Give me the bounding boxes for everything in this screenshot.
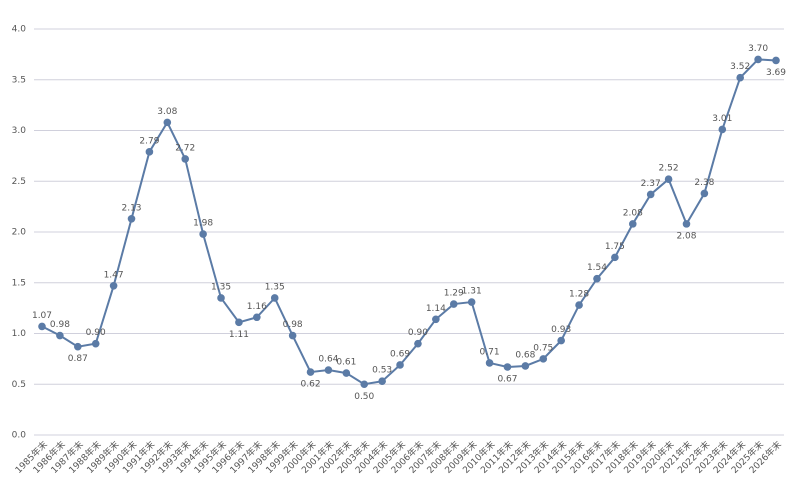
y-tick-label: 2.0	[12, 228, 27, 238]
data-label: 0.68	[515, 350, 535, 360]
marker	[754, 55, 762, 64]
marker	[145, 148, 154, 156]
data-label: 2.08	[623, 208, 643, 218]
data-label: 0.61	[336, 358, 356, 368]
marker	[575, 301, 583, 309]
data-label: 0.62	[301, 380, 321, 390]
data-label: 1.14	[426, 304, 446, 314]
data-label: 1.35	[211, 282, 231, 292]
data-label: 3.70	[748, 44, 768, 54]
y-tick-label: 4.0	[12, 25, 27, 35]
data-label: 1.47	[104, 270, 124, 280]
marker	[181, 155, 190, 163]
marker	[109, 281, 118, 290]
y-tick-label: 1.5	[12, 278, 26, 288]
marker	[396, 361, 404, 369]
data-label: 3.01	[712, 114, 732, 124]
marker	[503, 363, 512, 371]
marker	[432, 315, 440, 324]
data-label: 1.75	[605, 242, 625, 252]
marker	[700, 189, 709, 198]
data-label: 0.98	[50, 320, 70, 330]
data-label: 1.31	[462, 287, 482, 297]
data-label: 2.79	[139, 136, 159, 146]
data-label: 2.08	[676, 231, 696, 241]
marker	[664, 175, 673, 184]
marker	[467, 298, 476, 306]
marker	[217, 294, 225, 302]
data-label: 0.98	[283, 320, 303, 330]
marker	[414, 339, 422, 348]
marker	[682, 220, 691, 228]
marker	[306, 368, 315, 376]
data-label: 0.90	[408, 328, 428, 338]
marker	[521, 362, 530, 370]
y-tick-label: 3.5	[12, 75, 26, 85]
y-tick-label: 0.5	[12, 380, 26, 390]
marker	[772, 56, 780, 65]
marker	[628, 220, 637, 228]
marker	[593, 274, 601, 283]
marker	[646, 190, 655, 199]
marker	[718, 125, 727, 134]
marker	[127, 215, 136, 223]
data-label: 0.69	[390, 349, 410, 359]
marker	[56, 331, 64, 340]
marker	[163, 118, 172, 127]
marker	[736, 73, 744, 82]
marker	[235, 318, 243, 327]
marker	[539, 355, 548, 363]
marker	[199, 230, 207, 238]
marker	[485, 359, 494, 367]
data-label: 2.38	[694, 178, 714, 188]
data-label: 2.52	[659, 164, 679, 174]
marker	[342, 369, 351, 377]
y-tick-label: 0.0	[12, 431, 27, 441]
data-label: 0.93	[551, 325, 571, 335]
data-label: 1.54	[587, 263, 607, 273]
data-label: 1.16	[247, 302, 267, 312]
data-label: 0.90	[86, 328, 106, 338]
marker	[74, 342, 82, 351]
marker	[557, 336, 565, 345]
marker	[288, 331, 297, 340]
data-label: 0.75	[533, 343, 553, 353]
marker	[360, 380, 369, 389]
data-label: 1.07	[32, 311, 52, 321]
data-label: 1.29	[444, 289, 464, 299]
marker	[449, 300, 458, 308]
data-label: 1.35	[265, 282, 285, 292]
data-label: 0.50	[354, 392, 374, 402]
data-label: 1.28	[569, 290, 589, 300]
marker	[270, 294, 279, 302]
data-label: 0.53	[372, 366, 392, 376]
marker	[91, 339, 100, 348]
data-label: 2.13	[121, 203, 141, 213]
data-label: 0.87	[68, 354, 88, 364]
marker	[611, 253, 619, 262]
marker	[253, 313, 261, 322]
y-tick-label: 2.5	[12, 177, 26, 187]
data-label: 3.69	[766, 68, 786, 78]
data-label: 2.37	[641, 179, 661, 189]
data-label: 1.11	[229, 330, 249, 340]
data-label: 0.71	[480, 347, 500, 357]
line	[41, 58, 777, 386]
data-label: 3.52	[730, 62, 750, 72]
data-label: 0.67	[497, 374, 517, 384]
data-label: 0.64	[318, 355, 338, 365]
marker	[324, 366, 333, 374]
data-label: 3.08	[157, 107, 177, 117]
marker	[378, 377, 386, 386]
data-label: 1.98	[193, 219, 213, 229]
data-label: 2.72	[175, 143, 195, 153]
y-tick-label: 1.0	[12, 329, 27, 339]
y-tick-label: 3.0	[12, 126, 27, 136]
marker	[38, 322, 46, 331]
